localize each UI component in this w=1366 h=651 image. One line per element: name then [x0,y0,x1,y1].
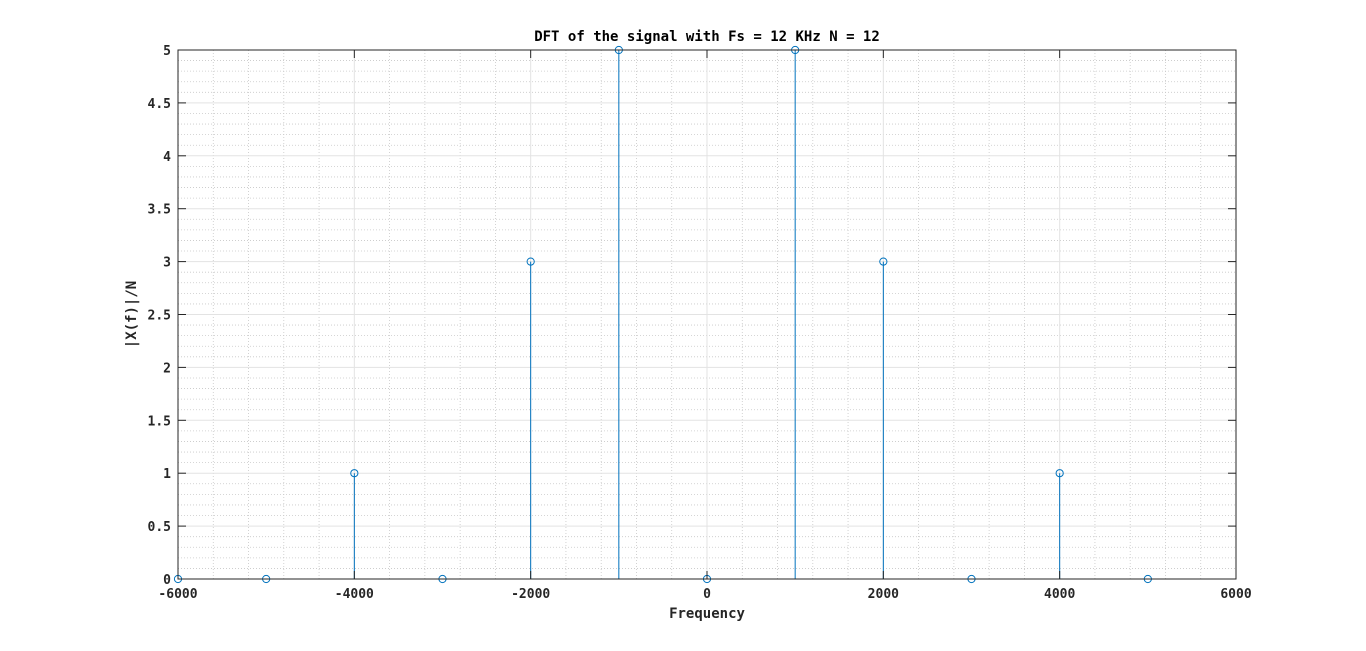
y-axis-label: |X(f)|/N [124,281,140,348]
stem-series [173,45,1152,584]
y-tick-label: 2.5 [148,309,171,324]
x-tick-label: -6000 [158,587,197,602]
x-axis-label: Frequency [669,606,745,622]
x-tick-label: -2000 [511,587,550,602]
stem-marker [350,469,359,478]
y-tick-label: 4.5 [148,97,171,112]
y-tick-label: 0.5 [148,520,171,535]
x-tick-labels: -6000 -4000 -2000 0 2000 4000 6000 [158,587,1251,602]
y-tick-label: 3.5 [148,203,171,218]
y-tick-label: 0 [163,573,171,588]
y-tick-label: 1.5 [148,414,171,429]
stem-marker [1055,469,1064,478]
x-tick-label: 0 [703,587,711,602]
y-tick-label: 4 [163,150,171,165]
y-tick-label: 1 [163,467,171,482]
tick-marks [177,49,1237,580]
x-tick-label: 6000 [1220,587,1251,602]
x-tick-label: 4000 [1044,587,1075,602]
stem-marker [526,257,535,266]
y-tick-label: 2 [163,361,171,376]
stem-marker [879,257,888,266]
x-tick-label: 2000 [868,587,899,602]
y-tick-label: 3 [163,256,171,271]
y-tick-labels: 0 0.5 1 1.5 2 2.5 3 3.5 4 4.5 5 [148,44,172,588]
x-tick-label: -4000 [335,587,374,602]
chart-title: DFT of the signal with Fs = 12 KHz N = 1… [534,29,880,45]
y-tick-label: 5 [163,44,171,59]
